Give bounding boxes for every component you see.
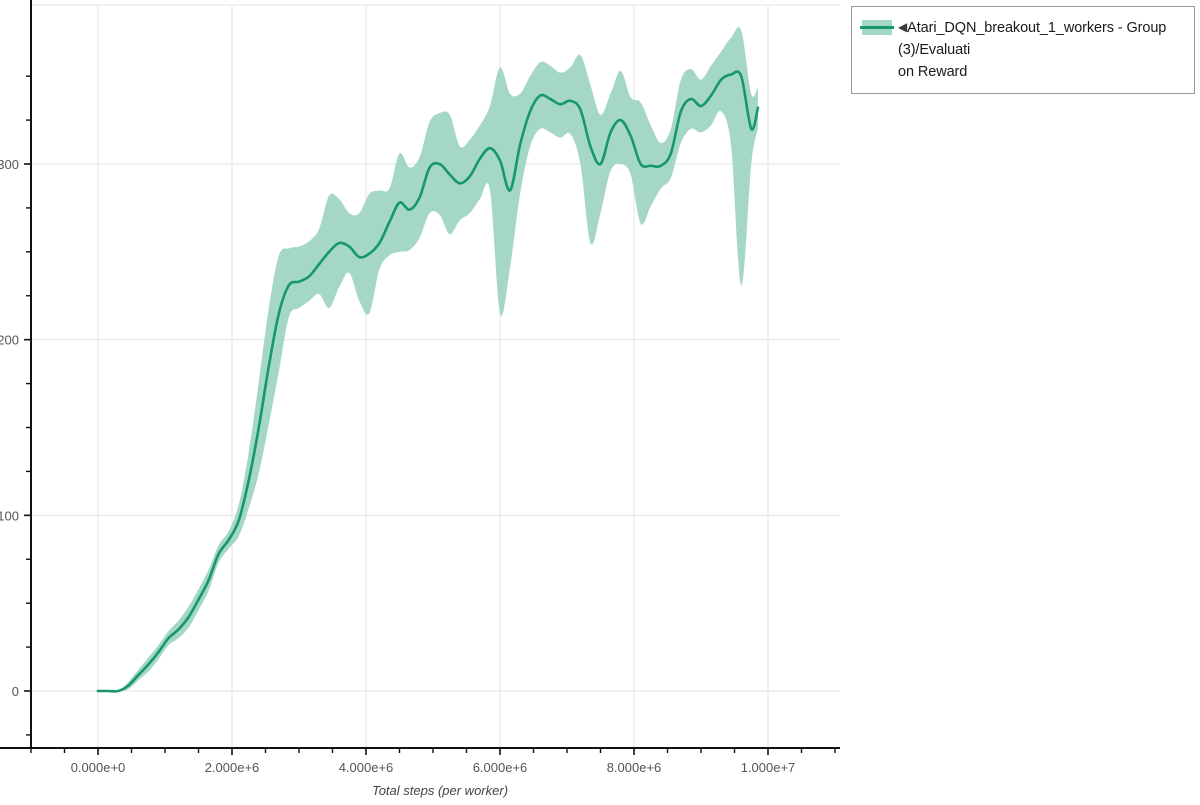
legend-line-swatch	[860, 26, 894, 29]
y-tick-label: 100	[0, 508, 19, 523]
x-tick-label: 4.000e+6	[339, 760, 394, 775]
x-tick-label: 2.000e+6	[205, 760, 260, 775]
mean-line	[96, 70, 760, 693]
legend-swatch	[860, 18, 894, 36]
legend-collapse-arrow-icon[interactable]: ◀	[898, 20, 908, 34]
y-tick-label: 300	[0, 157, 19, 172]
tick-labels: 0 100 200 300 0.000e+0 2.000e+6 4.000e+6 6.000e…	[0, 157, 795, 775]
confidence-band	[98, 27, 758, 692]
chart-legend[interactable]: ◀Atari_DQN_breakout_1_workers - Group(3)…	[851, 6, 1195, 94]
x-axis-title: Total steps (per worker)	[372, 783, 508, 798]
y-tick-label: 200	[0, 333, 19, 348]
y-tick-label: 0	[12, 684, 19, 699]
axis-ticks	[24, 75, 836, 755]
x-tick-label: 6.000e+6	[473, 760, 528, 775]
x-tick-label: 0.000e+0	[71, 760, 126, 775]
grid-lines	[31, 4, 840, 748]
axis-lines	[0, 0, 840, 749]
legend-entry-text: Atari_DQN_breakout_1_workers - Group(3)/…	[898, 20, 1167, 80]
x-tick-label: 1.000e+7	[741, 760, 796, 775]
x-tick-label: 8.000e+6	[607, 760, 662, 775]
legend-entry-label[interactable]: ◀Atari_DQN_breakout_1_workers - Group(3)…	[894, 17, 1186, 83]
